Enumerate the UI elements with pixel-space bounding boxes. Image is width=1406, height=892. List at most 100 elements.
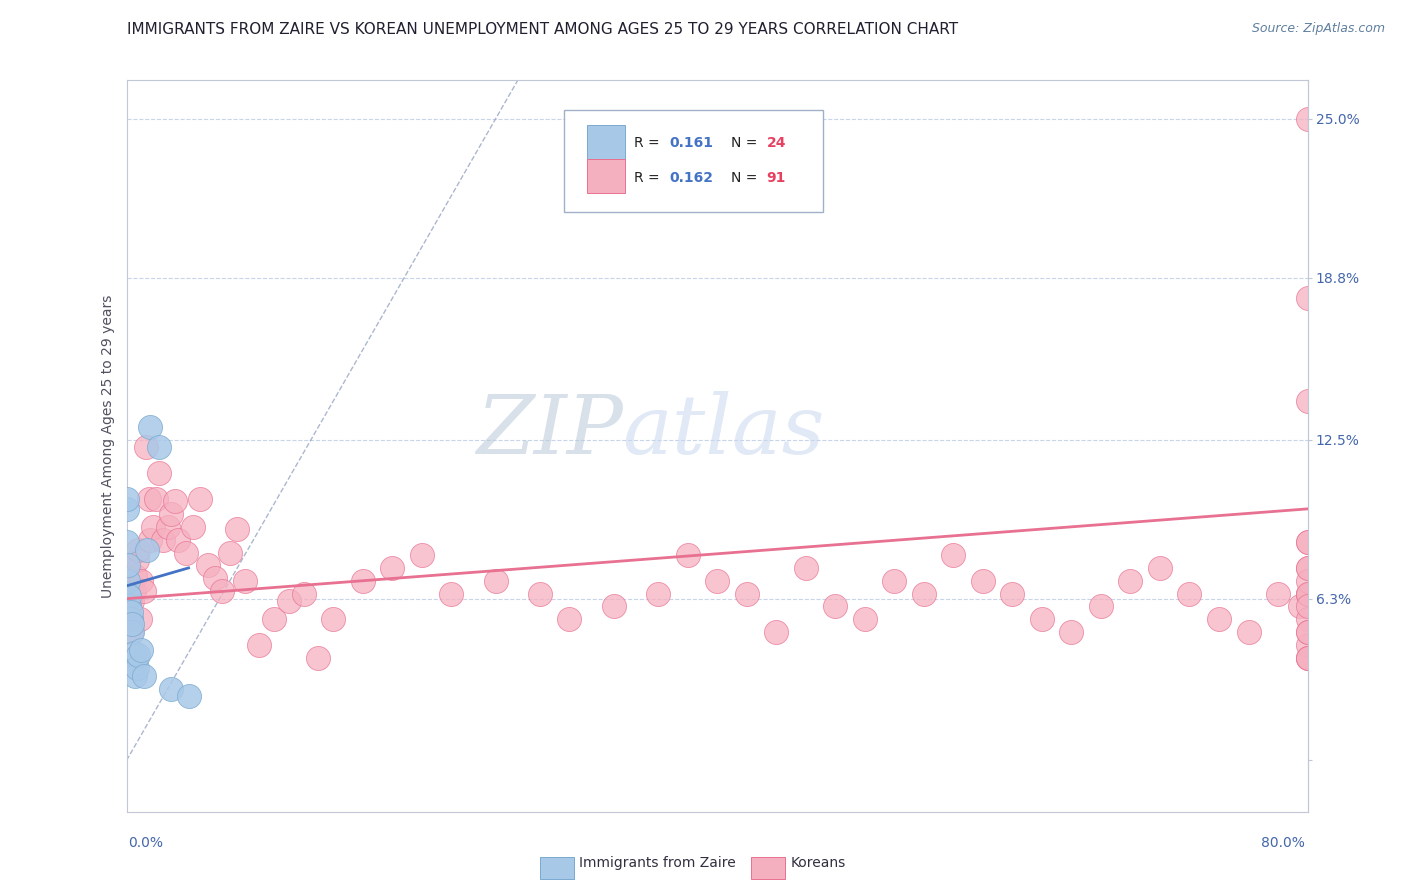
Point bbox=[647, 586, 669, 600]
Point bbox=[411, 548, 433, 562]
Point bbox=[1237, 625, 1260, 640]
Point bbox=[1001, 586, 1024, 600]
Point bbox=[156, 520, 179, 534]
Point bbox=[1296, 112, 1319, 126]
Point bbox=[135, 440, 157, 454]
Point bbox=[529, 586, 551, 600]
Point bbox=[117, 599, 139, 614]
Text: atlas: atlas bbox=[623, 392, 825, 471]
Point bbox=[115, 535, 138, 549]
Point bbox=[883, 574, 905, 588]
Point bbox=[292, 586, 315, 600]
Point bbox=[115, 574, 138, 588]
Text: Koreans: Koreans bbox=[790, 856, 845, 871]
Point bbox=[129, 643, 153, 657]
Point bbox=[1296, 638, 1319, 652]
Point bbox=[706, 574, 728, 588]
Point bbox=[1178, 586, 1201, 600]
Point bbox=[1060, 625, 1083, 640]
Point bbox=[1289, 599, 1312, 614]
Point bbox=[142, 520, 165, 534]
Point bbox=[167, 533, 190, 547]
Text: 24: 24 bbox=[766, 136, 786, 150]
Point bbox=[121, 625, 143, 640]
Point bbox=[226, 523, 249, 537]
Point bbox=[139, 533, 162, 547]
Point bbox=[1296, 586, 1319, 600]
Point bbox=[134, 669, 156, 683]
Point bbox=[1296, 561, 1319, 575]
Point bbox=[120, 605, 142, 619]
Point bbox=[263, 612, 285, 626]
Point bbox=[247, 638, 270, 652]
Point bbox=[1296, 535, 1319, 549]
Point bbox=[197, 558, 219, 573]
Text: IMMIGRANTS FROM ZAIRE VS KOREAN UNEMPLOYMENT AMONG AGES 25 TO 29 YEARS CORRELATI: IMMIGRANTS FROM ZAIRE VS KOREAN UNEMPLOY… bbox=[127, 22, 957, 37]
Point bbox=[138, 491, 160, 506]
Point bbox=[1031, 612, 1053, 626]
Point bbox=[1296, 650, 1319, 665]
Point bbox=[204, 571, 226, 585]
Point bbox=[440, 586, 463, 600]
Text: N =: N = bbox=[731, 170, 762, 185]
Point bbox=[1296, 586, 1319, 600]
Point bbox=[233, 574, 256, 588]
Point bbox=[352, 574, 374, 588]
Point bbox=[129, 574, 153, 588]
Text: R =: R = bbox=[634, 170, 665, 185]
Point bbox=[117, 574, 139, 588]
Point bbox=[1296, 586, 1319, 600]
Point bbox=[125, 553, 148, 567]
Point bbox=[824, 599, 846, 614]
Point bbox=[278, 594, 301, 608]
Point bbox=[174, 545, 197, 559]
Point bbox=[122, 658, 145, 673]
Point bbox=[125, 661, 148, 675]
Point bbox=[322, 612, 344, 626]
Point bbox=[117, 586, 139, 600]
Point bbox=[128, 612, 150, 626]
Point bbox=[159, 507, 183, 521]
Point bbox=[115, 501, 138, 516]
Text: 0.161: 0.161 bbox=[669, 136, 714, 150]
Text: 80.0%: 80.0% bbox=[1261, 836, 1305, 850]
Point bbox=[115, 561, 138, 575]
Point bbox=[484, 574, 508, 588]
Point bbox=[165, 494, 187, 508]
Point bbox=[1296, 292, 1319, 306]
Point bbox=[794, 561, 817, 575]
Point bbox=[118, 599, 141, 614]
FancyBboxPatch shape bbox=[588, 125, 624, 159]
Point bbox=[122, 584, 145, 599]
Point bbox=[1296, 650, 1319, 665]
Point bbox=[912, 586, 935, 600]
Point bbox=[1296, 561, 1319, 575]
Point bbox=[148, 466, 170, 480]
Point bbox=[972, 574, 994, 588]
Point bbox=[148, 440, 170, 454]
Point bbox=[136, 543, 159, 558]
Point bbox=[115, 491, 138, 506]
FancyBboxPatch shape bbox=[564, 110, 824, 212]
Point bbox=[1296, 650, 1319, 665]
FancyBboxPatch shape bbox=[588, 160, 624, 193]
Point bbox=[121, 617, 143, 632]
Point bbox=[307, 650, 329, 665]
Point bbox=[115, 586, 138, 600]
Point bbox=[177, 690, 200, 704]
Point bbox=[381, 561, 404, 575]
Point bbox=[942, 548, 965, 562]
Point bbox=[124, 669, 146, 683]
Point bbox=[159, 681, 183, 696]
Point bbox=[188, 491, 211, 506]
Point bbox=[853, 612, 876, 626]
Point bbox=[139, 419, 162, 434]
Point bbox=[1296, 574, 1319, 588]
Y-axis label: Unemployment Among Ages 25 to 29 years: Unemployment Among Ages 25 to 29 years bbox=[101, 294, 115, 598]
Point bbox=[1296, 625, 1319, 640]
Point bbox=[1296, 599, 1319, 614]
Text: 0.162: 0.162 bbox=[669, 170, 714, 185]
Text: 91: 91 bbox=[766, 170, 786, 185]
Point bbox=[120, 612, 142, 626]
Point bbox=[145, 491, 167, 506]
